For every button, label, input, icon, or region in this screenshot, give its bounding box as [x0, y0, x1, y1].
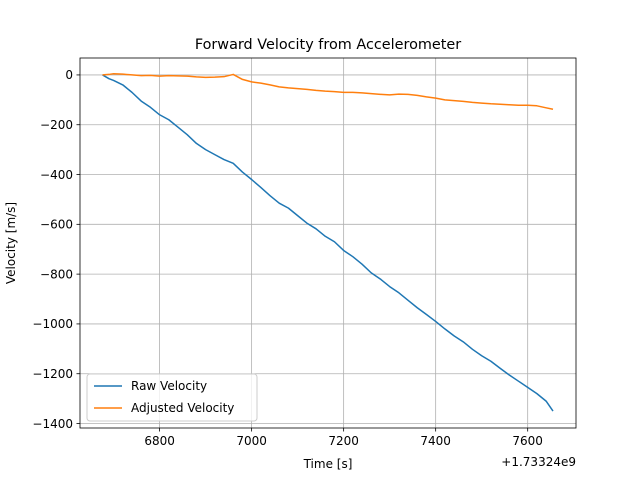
y-tick-label: −1200 — [32, 367, 73, 381]
axes-frame — [79, 57, 577, 429]
y-tick-label: 0 — [65, 68, 73, 82]
y-tick-label: −1000 — [32, 317, 73, 331]
series-line-adjusted-velocity — [102, 72, 554, 111]
x-tick-label: 6800 — [144, 434, 175, 448]
x-tick-label: 7000 — [236, 434, 267, 448]
x-tick-label: 7200 — [328, 434, 359, 448]
grid — [80, 58, 576, 428]
x-tick-label: 7600 — [512, 434, 543, 448]
y-tick-label: −200 — [40, 118, 73, 132]
legend: Raw Velocity Adjusted Velocity — [86, 373, 258, 422]
axis-ticks: 6800 7000 7200 7400 7600 0 −200 −400 −600 −800 −10… — [32, 68, 543, 448]
y-tick-label: −600 — [40, 218, 73, 232]
y-axis-label: Velocity [m/s] — [4, 202, 18, 284]
legend-label-adjusted-velocity: Adjusted Velocity — [131, 401, 234, 415]
plot-series — [102, 72, 554, 412]
x-axis-offset-label: +1.73324e9 — [501, 455, 576, 469]
series-line-raw-velocity — [102, 74, 554, 412]
x-axis-label: Time [s] — [303, 457, 353, 471]
y-tick-label: −1400 — [32, 417, 73, 431]
chart-title: Forward Velocity from Accelerometer — [195, 37, 461, 53]
y-tick-label: −800 — [40, 267, 73, 281]
legend-label-raw-velocity: Raw Velocity — [131, 379, 207, 393]
x-tick-label: 7400 — [420, 434, 451, 448]
legend-box — [86, 373, 258, 422]
y-tick-label: −400 — [40, 168, 73, 182]
